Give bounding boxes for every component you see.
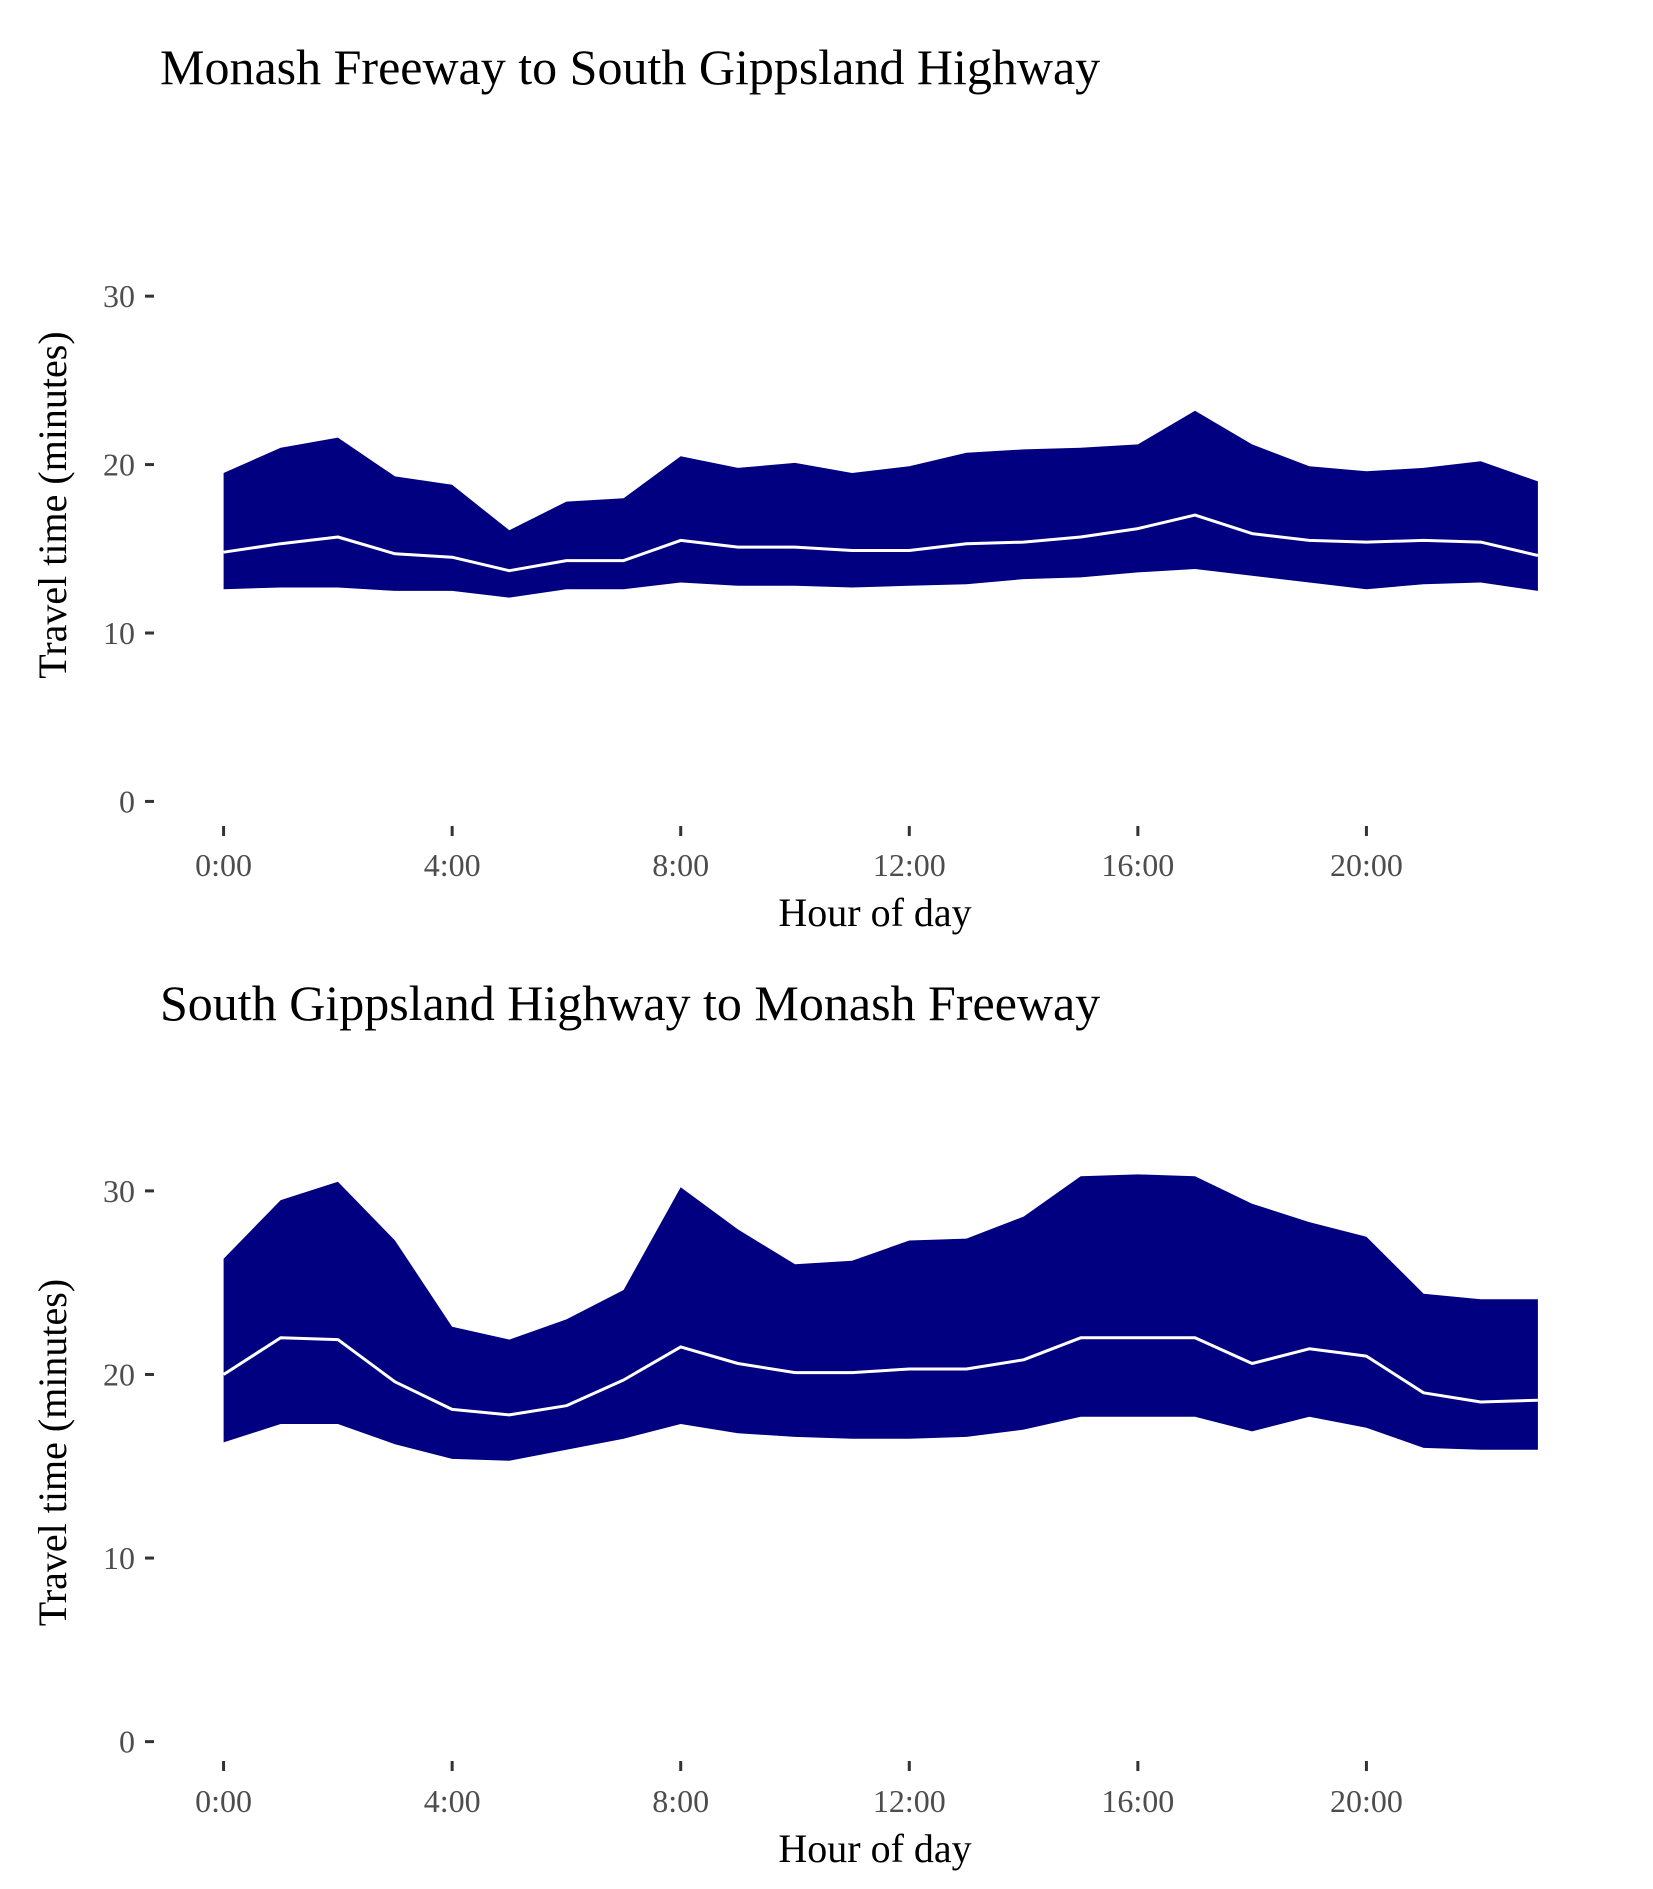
x-tick-label: 20:00 [1330, 847, 1403, 883]
x-tick-label: 12:00 [873, 1783, 946, 1819]
y-tick-label: 30 [103, 1173, 135, 1209]
x-tick-label: 16:00 [1101, 1783, 1174, 1819]
chart-panel-bottom: South Gippsland Highway to Monash Freewa… [30, 975, 1538, 1871]
x-tick-label: 8:00 [652, 847, 709, 883]
range-band [223, 1174, 1538, 1461]
y-tick-label: 0 [119, 1724, 135, 1760]
x-tick-label: 0:00 [195, 1783, 252, 1819]
y-tick-label: 10 [103, 1540, 135, 1576]
range-band [223, 410, 1538, 598]
y-tick-label: 10 [103, 615, 135, 651]
median-line [223, 513, 1539, 573]
x-tick-label: 12:00 [873, 847, 946, 883]
y-tick-label: 0 [119, 783, 135, 819]
y-tick-label: 20 [103, 1356, 135, 1392]
y-tick-label: 20 [103, 447, 135, 483]
x-tick-label: 4:00 [424, 1783, 481, 1819]
y-axis-title: Travel time (minutes) [30, 331, 75, 678]
median-line [222, 1336, 1538, 1417]
y-axis-title: Travel time (minutes) [30, 1279, 75, 1626]
x-tick-label: 20:00 [1330, 1783, 1403, 1819]
chart-title: Monash Freeway to South Gippsland Highwa… [160, 39, 1100, 95]
x-tick-label: 8:00 [652, 1783, 709, 1819]
y-tick-label: 30 [103, 278, 135, 314]
x-tick-label: 4:00 [424, 847, 481, 883]
chart-panel-top: Monash Freeway to South Gippsland Highwa… [30, 39, 1539, 935]
chart-title: South Gippsland Highway to Monash Freewa… [160, 975, 1100, 1031]
x-tick-label: 0:00 [195, 847, 252, 883]
x-axis-title: Hour of day [778, 1826, 971, 1871]
x-axis-title: Hour of day [778, 890, 971, 935]
x-tick-label: 16:00 [1101, 847, 1174, 883]
